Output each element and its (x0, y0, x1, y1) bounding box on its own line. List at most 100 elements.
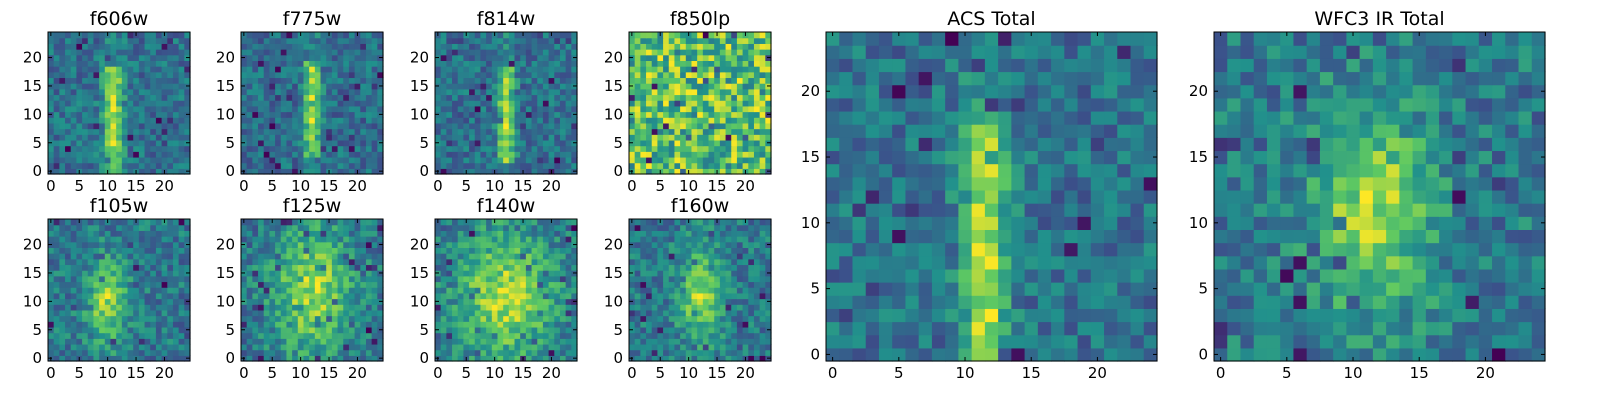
heatmap-cell (520, 145, 527, 152)
heatmap-cell (348, 321, 356, 328)
heatmap-cell (674, 332, 681, 339)
heatmap-cell (486, 60, 493, 67)
heatmap-cell (753, 338, 761, 345)
heatmap-cell (640, 355, 647, 362)
heatmap-cell (116, 77, 123, 84)
heatmap-cell (748, 275, 755, 283)
heatmap-cell (99, 37, 106, 44)
heatmap-cell (708, 49, 715, 56)
heatmap-cell (172, 83, 180, 90)
heatmap-cell (314, 32, 322, 39)
heatmap-cell (629, 49, 636, 56)
heatmap-cell (161, 247, 168, 254)
heatmap-cell (514, 168, 521, 175)
heatmap-cell (657, 281, 664, 288)
heatmap-cell (463, 224, 470, 231)
heatmap-cell (280, 94, 288, 101)
heatmap-cell (525, 88, 533, 96)
heatmap-cell (70, 134, 77, 141)
heatmap-cell (320, 49, 327, 56)
heatmap-cell (457, 321, 464, 328)
heatmap-cell (663, 326, 670, 334)
heatmap-cell (53, 100, 60, 107)
heatmap-cell (714, 332, 721, 339)
heatmap-cell (138, 332, 146, 339)
heatmap-cell (116, 156, 123, 164)
heatmap-cell (651, 321, 658, 328)
heatmap-cell (53, 219, 60, 226)
heatmap-cell (663, 105, 670, 113)
heatmap-cell (531, 236, 538, 243)
heatmap-cell (674, 60, 681, 67)
heatmap-cell (280, 338, 288, 345)
heatmap-cell (520, 304, 527, 311)
heatmap-cell (697, 168, 704, 175)
heatmap-cell (121, 219, 129, 226)
heatmap-cell (702, 145, 710, 152)
heatmap-cell (629, 304, 636, 311)
heatmap-cell (503, 241, 510, 248)
heatmap-cell (116, 128, 123, 135)
heatmap-cell (463, 88, 470, 96)
heatmap-cell (542, 60, 550, 67)
heatmap-cell (331, 117, 339, 124)
heatmap-cell (354, 349, 361, 356)
heatmap-cell (127, 326, 134, 334)
heatmap-cell (258, 37, 265, 44)
heatmap-cell (121, 60, 129, 67)
heatmap-cell (753, 71, 761, 79)
heatmap-cell (571, 94, 578, 101)
heatmap-cell (725, 162, 732, 169)
heatmap-cell (172, 338, 180, 345)
heatmap-cell (82, 309, 89, 317)
heatmap-cell (480, 83, 487, 90)
heatmap-cell (93, 100, 100, 107)
heatmap-cell (331, 224, 339, 231)
heatmap-cell (354, 88, 361, 96)
heatmap-cell (491, 77, 499, 84)
heatmap-cell (674, 122, 681, 130)
heatmap-cell (263, 37, 270, 44)
heatmap-cell (76, 343, 83, 351)
heatmap-cell (360, 83, 367, 90)
heatmap-cell (241, 236, 248, 243)
heatmap-cell (646, 37, 653, 44)
heatmap-cell (435, 275, 442, 283)
heatmap-cell (663, 77, 670, 84)
heatmap-cell (104, 275, 112, 283)
heatmap-cell (326, 128, 333, 135)
heatmap-cell (371, 309, 378, 317)
heatmap-cell (326, 37, 333, 44)
heatmap-cell (463, 236, 470, 243)
heatmap-cell (360, 168, 367, 175)
heatmap-cell (680, 309, 687, 317)
heatmap-cell (172, 162, 180, 169)
heatmap-cell (303, 224, 310, 231)
heatmap-cell (646, 128, 653, 135)
heatmap-cell (76, 37, 83, 44)
heatmap-cell (469, 105, 476, 113)
heatmap-cell (167, 349, 174, 356)
heatmap-cell (354, 111, 361, 118)
heatmap-cell (53, 162, 60, 169)
heatmap-cell (121, 338, 129, 345)
heatmap-cell (331, 66, 339, 73)
heatmap-cell (59, 60, 66, 67)
heatmap-cell (246, 287, 253, 294)
heatmap-cell (691, 66, 698, 73)
heatmap-cell (748, 122, 755, 130)
heatmap-cell (337, 168, 344, 175)
heatmap-cell (138, 343, 146, 351)
heatmap-cell (292, 287, 299, 294)
heatmap-cell (184, 49, 191, 56)
heatmap-cell (252, 298, 259, 305)
y-tick-label: 5 (32, 134, 42, 152)
heatmap-cell (87, 43, 95, 50)
heatmap-cell (252, 236, 259, 243)
heatmap-cell (759, 60, 766, 67)
heatmap-cell (263, 128, 270, 135)
heatmap-cell (121, 71, 129, 79)
heatmap-cell (674, 321, 681, 328)
heatmap-cell (371, 332, 378, 339)
